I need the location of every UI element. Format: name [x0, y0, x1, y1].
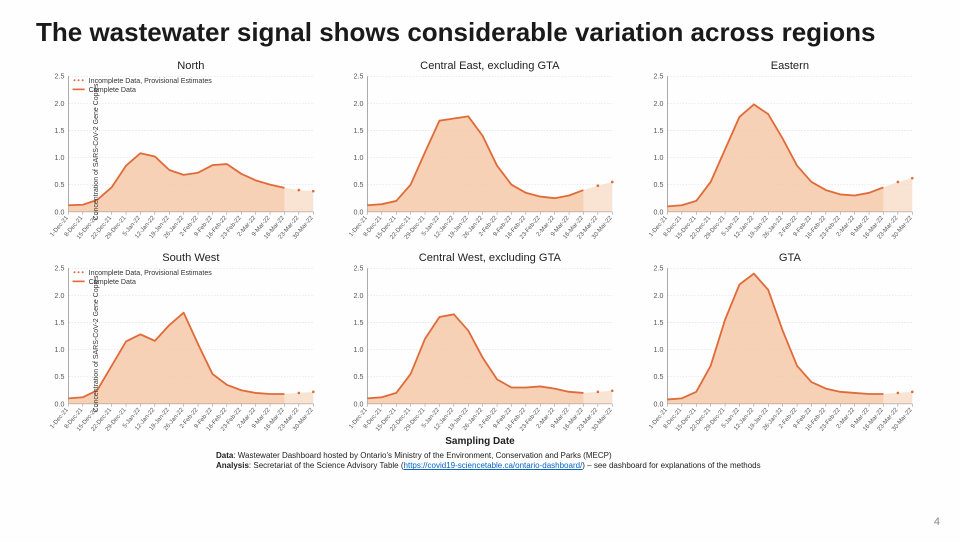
- page-title: The wastewater signal shows considerable…: [36, 18, 924, 48]
- svg-text:1.0: 1.0: [653, 346, 663, 354]
- svg-text:1.5: 1.5: [354, 127, 364, 135]
- svg-text:GTA: GTA: [779, 252, 802, 264]
- svg-text:2.0: 2.0: [653, 292, 663, 300]
- chart-grid: Concentration of SARS-CoV-2 Gene Copies 0…: [30, 58, 918, 438]
- svg-text:2.5: 2.5: [354, 73, 364, 81]
- svg-text:1.5: 1.5: [653, 319, 663, 327]
- footer-analysis-label: Analysis: [216, 461, 249, 470]
- svg-text:1.0: 1.0: [55, 154, 65, 162]
- svg-text:0.0: 0.0: [653, 400, 663, 408]
- svg-text:0.5: 0.5: [55, 181, 65, 189]
- y-axis-label: Concentration of SARS-CoV-2 Gene Copies: [93, 83, 100, 220]
- svg-text:2.0: 2.0: [354, 292, 364, 300]
- svg-text:2.5: 2.5: [55, 265, 65, 273]
- svg-text:0.0: 0.0: [354, 208, 364, 216]
- chart-panel: 0.00.51.01.52.02.51-Dec-218-Dec-2115-Dec…: [329, 58, 618, 246]
- svg-text:2.5: 2.5: [653, 73, 663, 81]
- svg-text:Incomplete Data, Provisional E: Incomplete Data, Provisional Estimates: [89, 269, 213, 277]
- svg-text:1.0: 1.0: [354, 346, 364, 354]
- chart-panel: 0.00.51.01.52.02.51-Dec-218-Dec-2115-Dec…: [329, 250, 618, 438]
- svg-text:0.5: 0.5: [653, 181, 663, 189]
- svg-text:0.0: 0.0: [55, 400, 65, 408]
- svg-text:0.0: 0.0: [354, 400, 364, 408]
- svg-text:0.5: 0.5: [55, 373, 65, 381]
- footer-data-text: : Wastewater Dashboard hosted by Ontario…: [233, 451, 611, 460]
- svg-text:Eastern: Eastern: [770, 60, 808, 72]
- svg-text:1.5: 1.5: [55, 127, 65, 135]
- svg-text:1.0: 1.0: [354, 154, 364, 162]
- svg-text:Central East, excluding GTA: Central East, excluding GTA: [421, 60, 561, 72]
- svg-text:2.0: 2.0: [354, 100, 364, 108]
- svg-text:0.5: 0.5: [354, 181, 364, 189]
- page-number: 4: [934, 516, 940, 528]
- svg-text:Central West, excluding GTA: Central West, excluding GTA: [419, 252, 562, 264]
- svg-text:North: North: [177, 60, 204, 72]
- svg-text:1.5: 1.5: [653, 127, 663, 135]
- svg-text:2.0: 2.0: [653, 100, 663, 108]
- chart-panel: 0.00.51.01.52.02.51-Dec-218-Dec-2115-Dec…: [629, 58, 918, 246]
- svg-text:2.5: 2.5: [653, 265, 663, 273]
- footer-analysis-pre: : Secretariat of the Science Advisory Ta…: [249, 461, 404, 470]
- svg-text:2.5: 2.5: [55, 73, 65, 81]
- svg-text:1.0: 1.0: [653, 154, 663, 162]
- footer-analysis-post: ) – see dashboard for explanations of th…: [582, 461, 760, 470]
- svg-text:1.0: 1.0: [55, 346, 65, 354]
- svg-text:Incomplete Data, Provisional E: Incomplete Data, Provisional Estimates: [89, 77, 213, 85]
- svg-text:0.5: 0.5: [354, 373, 364, 381]
- svg-text:2.0: 2.0: [55, 292, 65, 300]
- svg-text:1.5: 1.5: [354, 319, 364, 327]
- chart-panel: Concentration of SARS-CoV-2 Gene Copies 0…: [30, 58, 319, 246]
- footer-link[interactable]: https://covid19-sciencetable.ca/ontario-…: [404, 461, 583, 470]
- footer-data-label: Data: [216, 451, 233, 460]
- chart-panel: 0.00.51.01.52.02.51-Dec-218-Dec-2115-Dec…: [629, 250, 918, 438]
- svg-text:1.5: 1.5: [55, 319, 65, 327]
- svg-text:0.5: 0.5: [653, 373, 663, 381]
- svg-text:0.0: 0.0: [653, 208, 663, 216]
- svg-text:2.5: 2.5: [354, 265, 364, 273]
- svg-text:0.0: 0.0: [55, 208, 65, 216]
- svg-text:South West: South West: [162, 252, 219, 264]
- y-axis-label: Concentration of SARS-CoV-2 Gene Copies: [93, 276, 100, 413]
- chart-panel: Concentration of SARS-CoV-2 Gene Copies 0…: [30, 250, 319, 438]
- footer-attribution: Data: Wastewater Dashboard hosted by Ont…: [36, 451, 924, 472]
- svg-text:2.0: 2.0: [55, 100, 65, 108]
